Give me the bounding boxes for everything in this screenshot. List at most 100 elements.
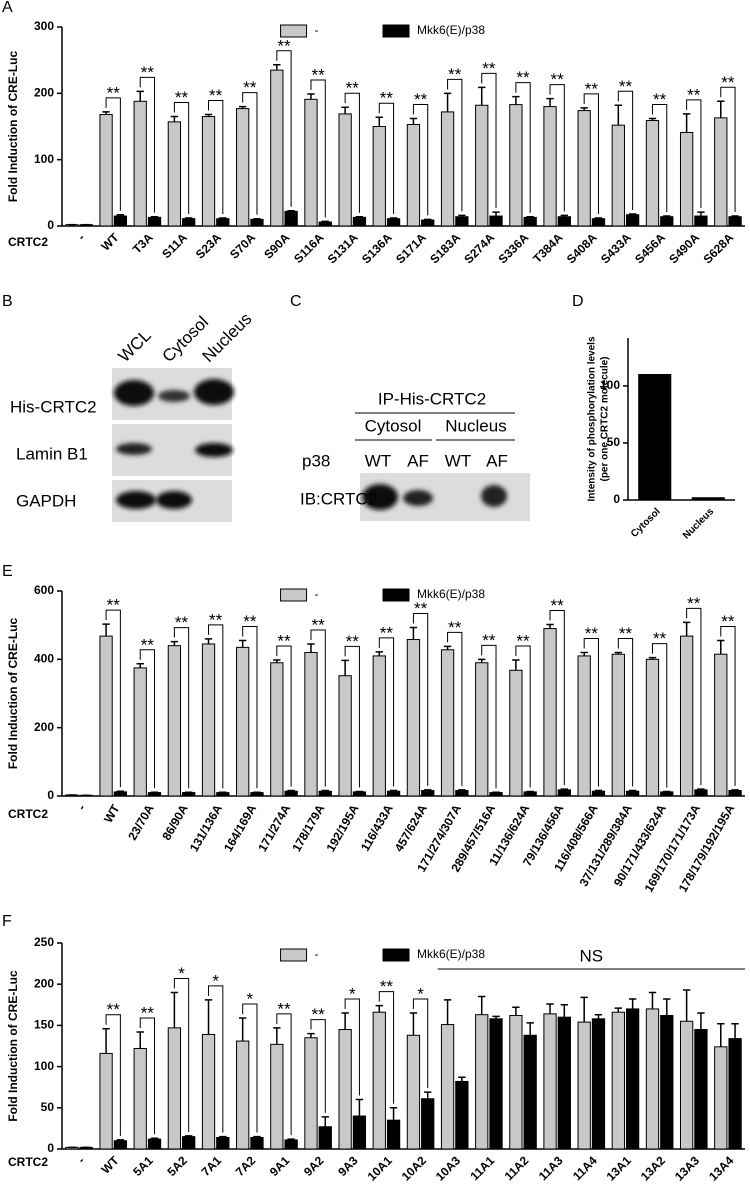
legend-label: - [315,23,319,37]
bar [679,1020,694,1150]
y-axis-title: (per one CRTC2 molecule) [600,356,611,481]
legend-swatch [382,588,410,602]
y-tick-label: 50 [607,435,621,449]
significance-bracket [310,629,326,787]
y-tick-label: 50 [41,1100,55,1114]
row-label: CRTC2 [8,235,48,249]
legend-label: Mkk6(E)/p38 [417,947,485,961]
significance-label: ** [482,631,496,650]
significance-bracket [242,1003,258,1133]
lane-label: WT [445,451,471,470]
error-bar [443,92,452,112]
significance-bracket [481,72,497,209]
y-tick-label: 0 [613,492,620,506]
error-bar [170,640,179,646]
bar [728,790,742,797]
lane-label: AF [486,451,508,470]
panel-letter: B [2,293,13,310]
bar [133,1047,147,1150]
x-tick-label: S433A [598,230,634,266]
significance-bracket [412,613,429,786]
error-bar [424,789,432,791]
error-bar [238,639,247,648]
significance-bracket [276,645,292,787]
bar [625,790,640,797]
bar [386,790,401,797]
error-bar [136,663,144,668]
bar [625,1008,640,1150]
bar [147,792,162,797]
error-bar [560,788,569,790]
significance-bracket [105,609,121,788]
x-tick-label: 13A4 [706,1153,736,1183]
bar [304,652,318,797]
x-tick-label: 11A3 [536,1153,566,1183]
significance-label: ** [312,1005,326,1024]
significance-label: ** [448,65,462,84]
error-bar [273,1027,281,1045]
group-label: Nucleus [445,416,506,435]
bar [660,791,674,797]
bar [611,124,625,227]
bar [475,104,489,227]
error-bar [375,116,383,127]
significance-label: ** [141,1003,155,1022]
bar [557,216,571,227]
x-tick-label: S136A [359,230,395,266]
significance-label: ** [482,59,496,78]
error-bar [389,1107,398,1121]
group-label: Cytosol [365,416,422,435]
significance-bracket [310,1019,326,1113]
x-tick-label: 171/274A [255,802,293,854]
error-bar [478,86,486,106]
x-tick-label: S131A [325,230,361,266]
bar [318,221,332,227]
significance-bracket [651,643,668,788]
error-bar [580,107,588,111]
blot-image [360,473,530,521]
error-bar [443,999,452,1025]
y-tick-label: 600 [34,583,54,597]
bar [99,114,113,227]
significance-label: ** [585,624,599,643]
error-bar [546,97,554,107]
bar [133,667,147,797]
significance-label: ** [687,594,701,613]
bar [338,113,352,227]
error-bar [307,643,315,653]
significance-label: ** [721,612,735,631]
bar [440,649,455,797]
error-bar [512,1006,520,1016]
bar [679,635,694,797]
bar [284,790,298,797]
error-bar [697,1012,705,1030]
panel-letter: A [2,0,13,16]
error-bar [116,1139,125,1141]
significance-label: ** [107,83,121,102]
x-tick-label: 192/195A [323,802,361,854]
y-tick-label: 100 [34,1059,54,1073]
lane-label: WCL [115,326,155,366]
x-tick-label: 5A2 [164,1153,190,1179]
y-tick-label: 100 [34,152,54,166]
bar [455,790,469,797]
bar [113,1140,128,1150]
error-bar [307,93,315,100]
significance-bracket [276,50,292,207]
bar [216,1136,230,1150]
bar [475,662,489,797]
significance-label: ** [346,79,360,98]
error-bar [458,214,466,217]
x-tick-label: S90A [261,230,292,261]
error-bar [717,1023,725,1047]
bar [99,635,113,797]
bar [523,1034,537,1150]
error-bar [546,623,554,629]
bar [147,1138,162,1150]
bar [455,216,469,227]
panel-letter: D [572,293,584,310]
bar [201,116,216,227]
error-bar [409,1012,418,1036]
error-bar [253,217,261,220]
